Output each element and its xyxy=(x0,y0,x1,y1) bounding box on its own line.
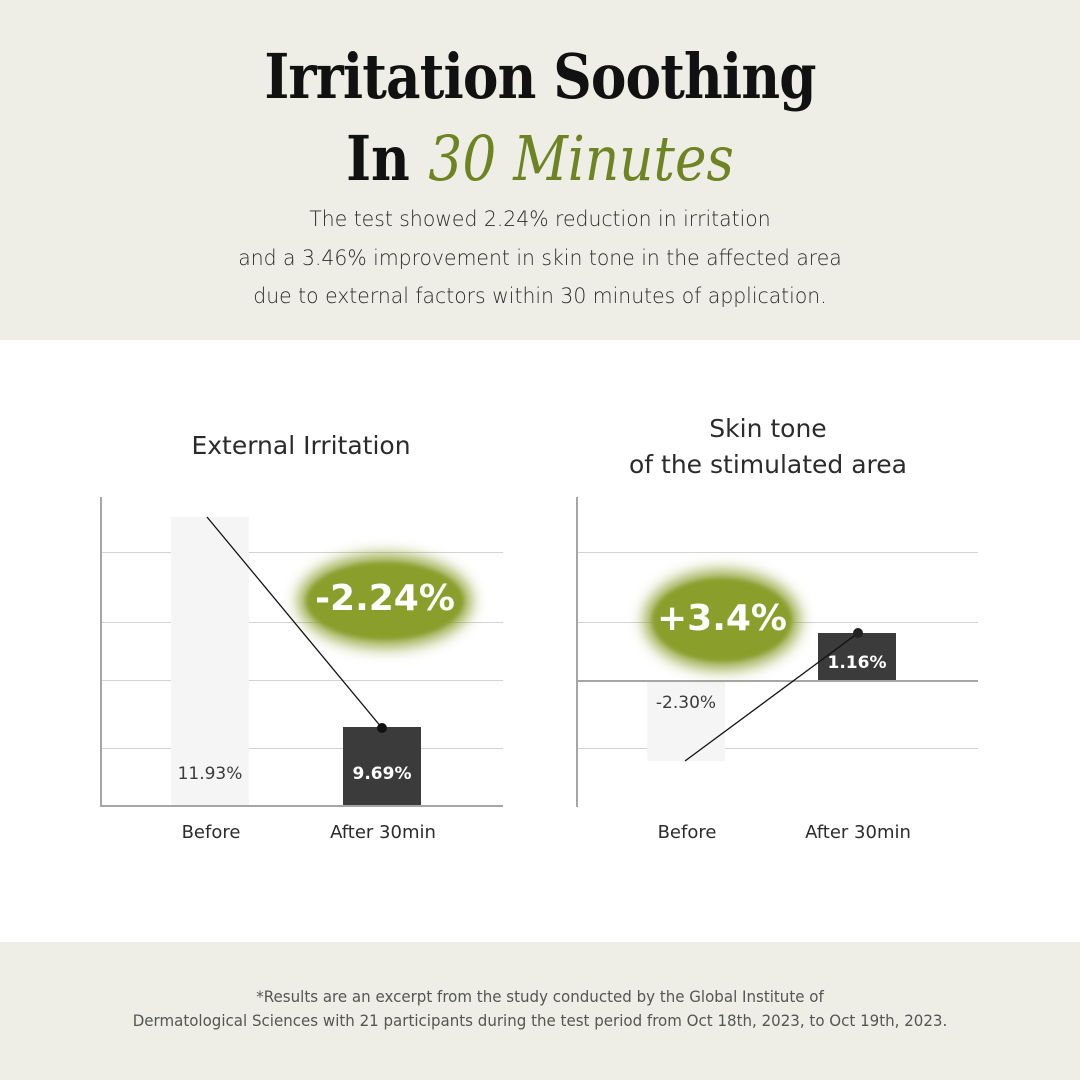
bar-after: 9.69% xyxy=(343,727,421,806)
footnote: *Results are an excerpt from the study c… xyxy=(32,985,1047,1033)
bar-value: 9.69% xyxy=(352,764,412,784)
subtitle: The test showed 2.24% reduction in irrit… xyxy=(16,200,1064,316)
header-section xyxy=(0,0,1080,340)
y-axis xyxy=(576,497,578,807)
chart-title-skin-tone: Skin tone of the stimulated area xyxy=(568,411,968,483)
x-label-before: Before xyxy=(181,822,241,843)
chart-title-external-irritation: External Irritation xyxy=(191,431,411,460)
footer-section xyxy=(0,942,1080,1080)
change-badge: -2.24% xyxy=(315,578,455,619)
zero-line xyxy=(577,680,978,682)
bar-value: 11.93% xyxy=(177,764,243,784)
x-label-before: Before xyxy=(657,822,717,843)
x-axis xyxy=(100,805,503,807)
gridline xyxy=(577,552,978,553)
bar-after: 1.16% xyxy=(818,633,896,681)
chart-title-line: of the stimulated area xyxy=(628,450,907,479)
gridline xyxy=(577,748,978,749)
page-title-line2: In 30 Minutes xyxy=(76,120,1005,198)
gridline xyxy=(101,680,503,681)
title-accent: 30 Minutes xyxy=(428,122,734,195)
subtitle-line: The test showed 2.24% reduction in irrit… xyxy=(309,207,771,231)
gridline xyxy=(101,748,503,749)
subtitle-line: due to external factors within 30 minute… xyxy=(253,284,827,308)
bar-value: -2.30% xyxy=(655,693,717,713)
change-badge: +3.4% xyxy=(656,598,787,639)
bar-before: -2.30% xyxy=(647,681,725,761)
x-label-after: After 30min xyxy=(330,822,436,843)
footnote-line: *Results are an excerpt from the study c… xyxy=(256,987,824,1006)
chart-title-line: Skin tone xyxy=(709,414,827,443)
footnote-line: Dermatological Sciences with 21 particip… xyxy=(132,1011,948,1030)
bar-before: 11.93% xyxy=(171,517,249,806)
gridline xyxy=(101,552,503,553)
bar-value: 1.16% xyxy=(827,653,887,673)
page-title-line1: Irritation Soothing xyxy=(264,40,816,113)
title-prefix: In xyxy=(346,122,410,195)
y-axis xyxy=(100,497,102,807)
x-label-after: After 30min xyxy=(805,822,911,843)
subtitle-line: and a 3.46% improvement in skin tone in … xyxy=(238,245,842,270)
